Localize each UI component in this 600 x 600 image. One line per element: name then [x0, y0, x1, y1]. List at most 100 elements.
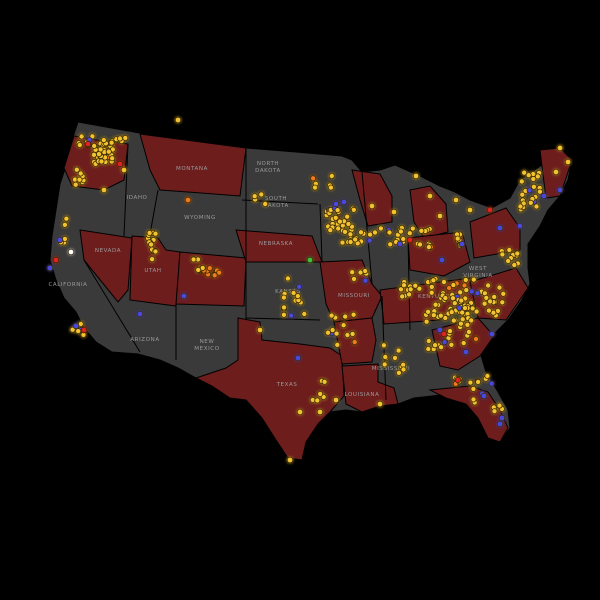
location-marker[interactable] [525, 172, 532, 179]
location-marker[interactable] [514, 250, 521, 257]
location-marker[interactable] [472, 335, 479, 342]
location-marker[interactable] [333, 330, 340, 337]
location-marker[interactable] [357, 229, 364, 236]
location-marker[interactable] [467, 379, 474, 386]
location-marker[interactable] [395, 369, 402, 376]
location-marker[interactable] [251, 193, 258, 200]
location-marker[interactable] [540, 192, 548, 200]
location-marker[interactable] [56, 236, 64, 244]
location-marker[interactable] [470, 385, 477, 392]
location-marker[interactable] [442, 295, 449, 302]
location-marker[interactable] [499, 299, 506, 306]
location-marker[interactable] [391, 354, 398, 361]
location-marker[interactable] [397, 228, 404, 235]
location-marker[interactable] [344, 331, 351, 338]
location-marker[interactable] [448, 341, 455, 348]
location-marker[interactable] [371, 229, 378, 236]
location-marker[interactable] [316, 408, 324, 416]
location-marker[interactable] [530, 183, 537, 190]
location-marker[interactable] [341, 228, 348, 235]
location-marker[interactable] [290, 289, 297, 296]
location-marker[interactable] [97, 146, 104, 153]
location-marker[interactable] [294, 293, 301, 300]
location-marker[interactable] [342, 313, 349, 320]
location-marker[interactable] [409, 225, 416, 232]
location-marker[interactable] [485, 282, 492, 289]
location-marker[interactable] [475, 378, 482, 385]
location-marker[interactable] [407, 286, 414, 293]
location-marker[interactable] [345, 220, 352, 227]
location-marker[interactable] [347, 231, 354, 238]
location-marker[interactable] [436, 212, 444, 220]
location-marker[interactable] [406, 236, 414, 244]
location-marker[interactable] [511, 261, 518, 268]
location-marker[interactable] [350, 206, 357, 213]
location-marker[interactable] [480, 392, 488, 400]
location-marker[interactable] [256, 326, 264, 334]
location-marker[interactable] [52, 256, 60, 264]
location-marker[interactable] [367, 231, 374, 238]
location-marker[interactable] [73, 166, 80, 173]
location-marker[interactable] [399, 293, 406, 300]
location-marker[interactable] [349, 330, 356, 337]
location-marker[interactable] [521, 169, 528, 176]
location-marker[interactable] [416, 285, 423, 292]
location-marker[interactable] [450, 317, 457, 324]
location-marker[interactable] [108, 139, 115, 146]
location-marker[interactable] [152, 230, 159, 237]
location-marker[interactable] [506, 246, 513, 253]
location-marker[interactable] [280, 304, 287, 311]
location-marker[interactable] [148, 241, 155, 248]
location-marker[interactable] [195, 266, 202, 273]
location-marker[interactable] [500, 290, 507, 297]
location-marker[interactable] [491, 293, 498, 300]
location-marker[interactable] [438, 344, 445, 351]
location-marker[interactable] [430, 277, 437, 284]
location-marker[interactable] [362, 277, 369, 284]
location-marker[interactable] [317, 390, 324, 397]
location-marker[interactable] [376, 400, 384, 408]
location-marker[interactable] [328, 172, 335, 179]
location-marker[interactable] [483, 294, 490, 301]
location-marker[interactable] [534, 173, 541, 180]
location-marker[interactable] [301, 310, 308, 317]
location-marker[interactable] [382, 353, 389, 360]
location-marker[interactable] [519, 191, 526, 198]
location-marker[interactable] [498, 414, 506, 422]
location-marker[interactable] [328, 312, 335, 319]
location-marker[interactable] [76, 176, 83, 183]
location-marker[interactable] [109, 155, 116, 162]
location-marker[interactable] [332, 214, 339, 221]
location-marker[interactable] [75, 328, 82, 335]
location-marker[interactable] [468, 288, 475, 295]
location-marker[interactable] [368, 202, 376, 210]
location-marker[interactable] [390, 208, 398, 216]
location-marker[interactable] [470, 396, 477, 403]
location-marker[interactable] [76, 141, 83, 148]
location-marker[interactable] [314, 397, 321, 404]
location-marker[interactable] [397, 286, 404, 293]
location-marker[interactable] [357, 269, 364, 276]
location-marker[interactable] [351, 339, 358, 346]
location-marker[interactable] [438, 256, 446, 264]
location-marker[interactable] [437, 312, 444, 319]
location-marker[interactable] [91, 142, 98, 149]
location-marker[interactable] [288, 312, 295, 319]
location-marker[interactable] [462, 276, 469, 283]
location-marker[interactable] [310, 175, 317, 182]
location-marker[interactable] [395, 347, 402, 354]
location-marker[interactable] [321, 378, 328, 385]
location-marker[interactable] [366, 237, 373, 244]
location-marker[interactable] [400, 282, 407, 289]
location-marker[interactable] [406, 230, 413, 237]
location-marker[interactable] [334, 341, 341, 348]
location-marker[interactable] [425, 244, 432, 251]
location-marker[interactable] [446, 284, 453, 291]
location-marker[interactable] [462, 348, 470, 356]
location-marker[interactable] [152, 248, 159, 255]
location-marker[interactable] [552, 168, 560, 176]
location-marker[interactable] [505, 257, 512, 264]
location-marker[interactable] [428, 283, 435, 290]
location-marker[interactable] [280, 311, 287, 318]
location-marker[interactable] [428, 289, 435, 296]
